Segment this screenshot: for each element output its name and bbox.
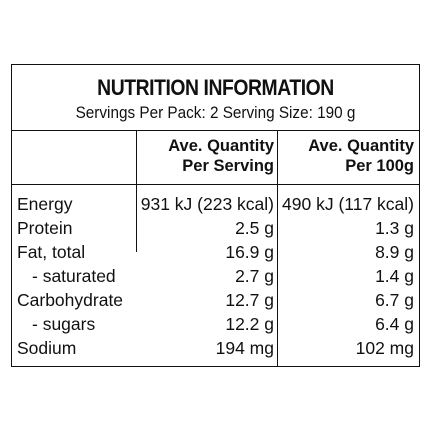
column-header-per-100g-line2: Per 100g (345, 157, 414, 175)
row-value-per-100g: 1.4 g (375, 266, 414, 286)
row-value-per-serving: 2.5 g (235, 218, 274, 238)
table-row: Sodium 194 mg 102 mg (12, 337, 419, 360)
servings-info: Servings Per Pack: 2 Serving Size: 190 g (75, 103, 356, 122)
row-value-per-serving: 12.2 g (225, 314, 274, 334)
column-header-per-100g: Ave. Quantity Per 100g (308, 136, 414, 176)
row-value-per-100g: 490 kJ (117 kcal) (282, 194, 414, 214)
row-value-per-serving: 194 mg (215, 338, 274, 358)
row-value-per-serving: 2.7 g (235, 266, 274, 286)
row-label: Fat, total (17, 242, 86, 262)
row-value-per-100g: 8.9 g (375, 242, 414, 262)
divider-header (12, 184, 419, 185)
row-value-per-serving: 931 kJ (223 kcal) (140, 194, 274, 214)
divider-top (12, 130, 419, 131)
nutrition-panel: NUTRITION INFORMATION Servings Per Pack:… (11, 64, 420, 367)
column-header-per-100g-line1: Ave. Quantity (308, 137, 414, 155)
row-label: - sugars (32, 314, 96, 334)
row-value-per-100g: 102 mg (355, 338, 414, 358)
column-header-per-serving: Ave. Quantity Per Serving (168, 136, 274, 176)
row-value-per-100g: 6.7 g (375, 290, 414, 310)
table-row: Fat, total 16.9 g 8.9 g (12, 241, 419, 264)
row-value-per-serving: 12.7 g (225, 290, 274, 310)
row-label: Sodium (17, 338, 77, 358)
column-header-per-serving-line1: Ave. Quantity (168, 137, 274, 155)
table-row: - sugars 12.2 g 6.4 g (12, 313, 419, 336)
panel-title: NUTRITION INFORMATION (97, 75, 334, 100)
table-row: Carbohydrate 12.7 g 6.7 g (12, 289, 419, 312)
row-label: Energy (17, 194, 73, 214)
row-label: Carbohydrate (17, 290, 124, 310)
column-header-per-serving-line2: Per Serving (182, 157, 274, 175)
column-divider-right (277, 130, 278, 366)
table-row: - saturated 2.7 g 1.4 g (12, 265, 419, 288)
table-row: Protein 2.5 g 1.3 g (12, 217, 419, 240)
column-divider-left (136, 130, 137, 252)
row-value-per-serving: 16.9 g (225, 242, 274, 262)
row-label: Protein (17, 218, 73, 238)
row-label: - saturated (32, 266, 116, 286)
row-value-per-100g: 6.4 g (375, 314, 414, 334)
table-row: Energy 931 kJ (223 kcal) 490 kJ (117 kca… (12, 193, 419, 216)
row-value-per-100g: 1.3 g (375, 218, 414, 238)
